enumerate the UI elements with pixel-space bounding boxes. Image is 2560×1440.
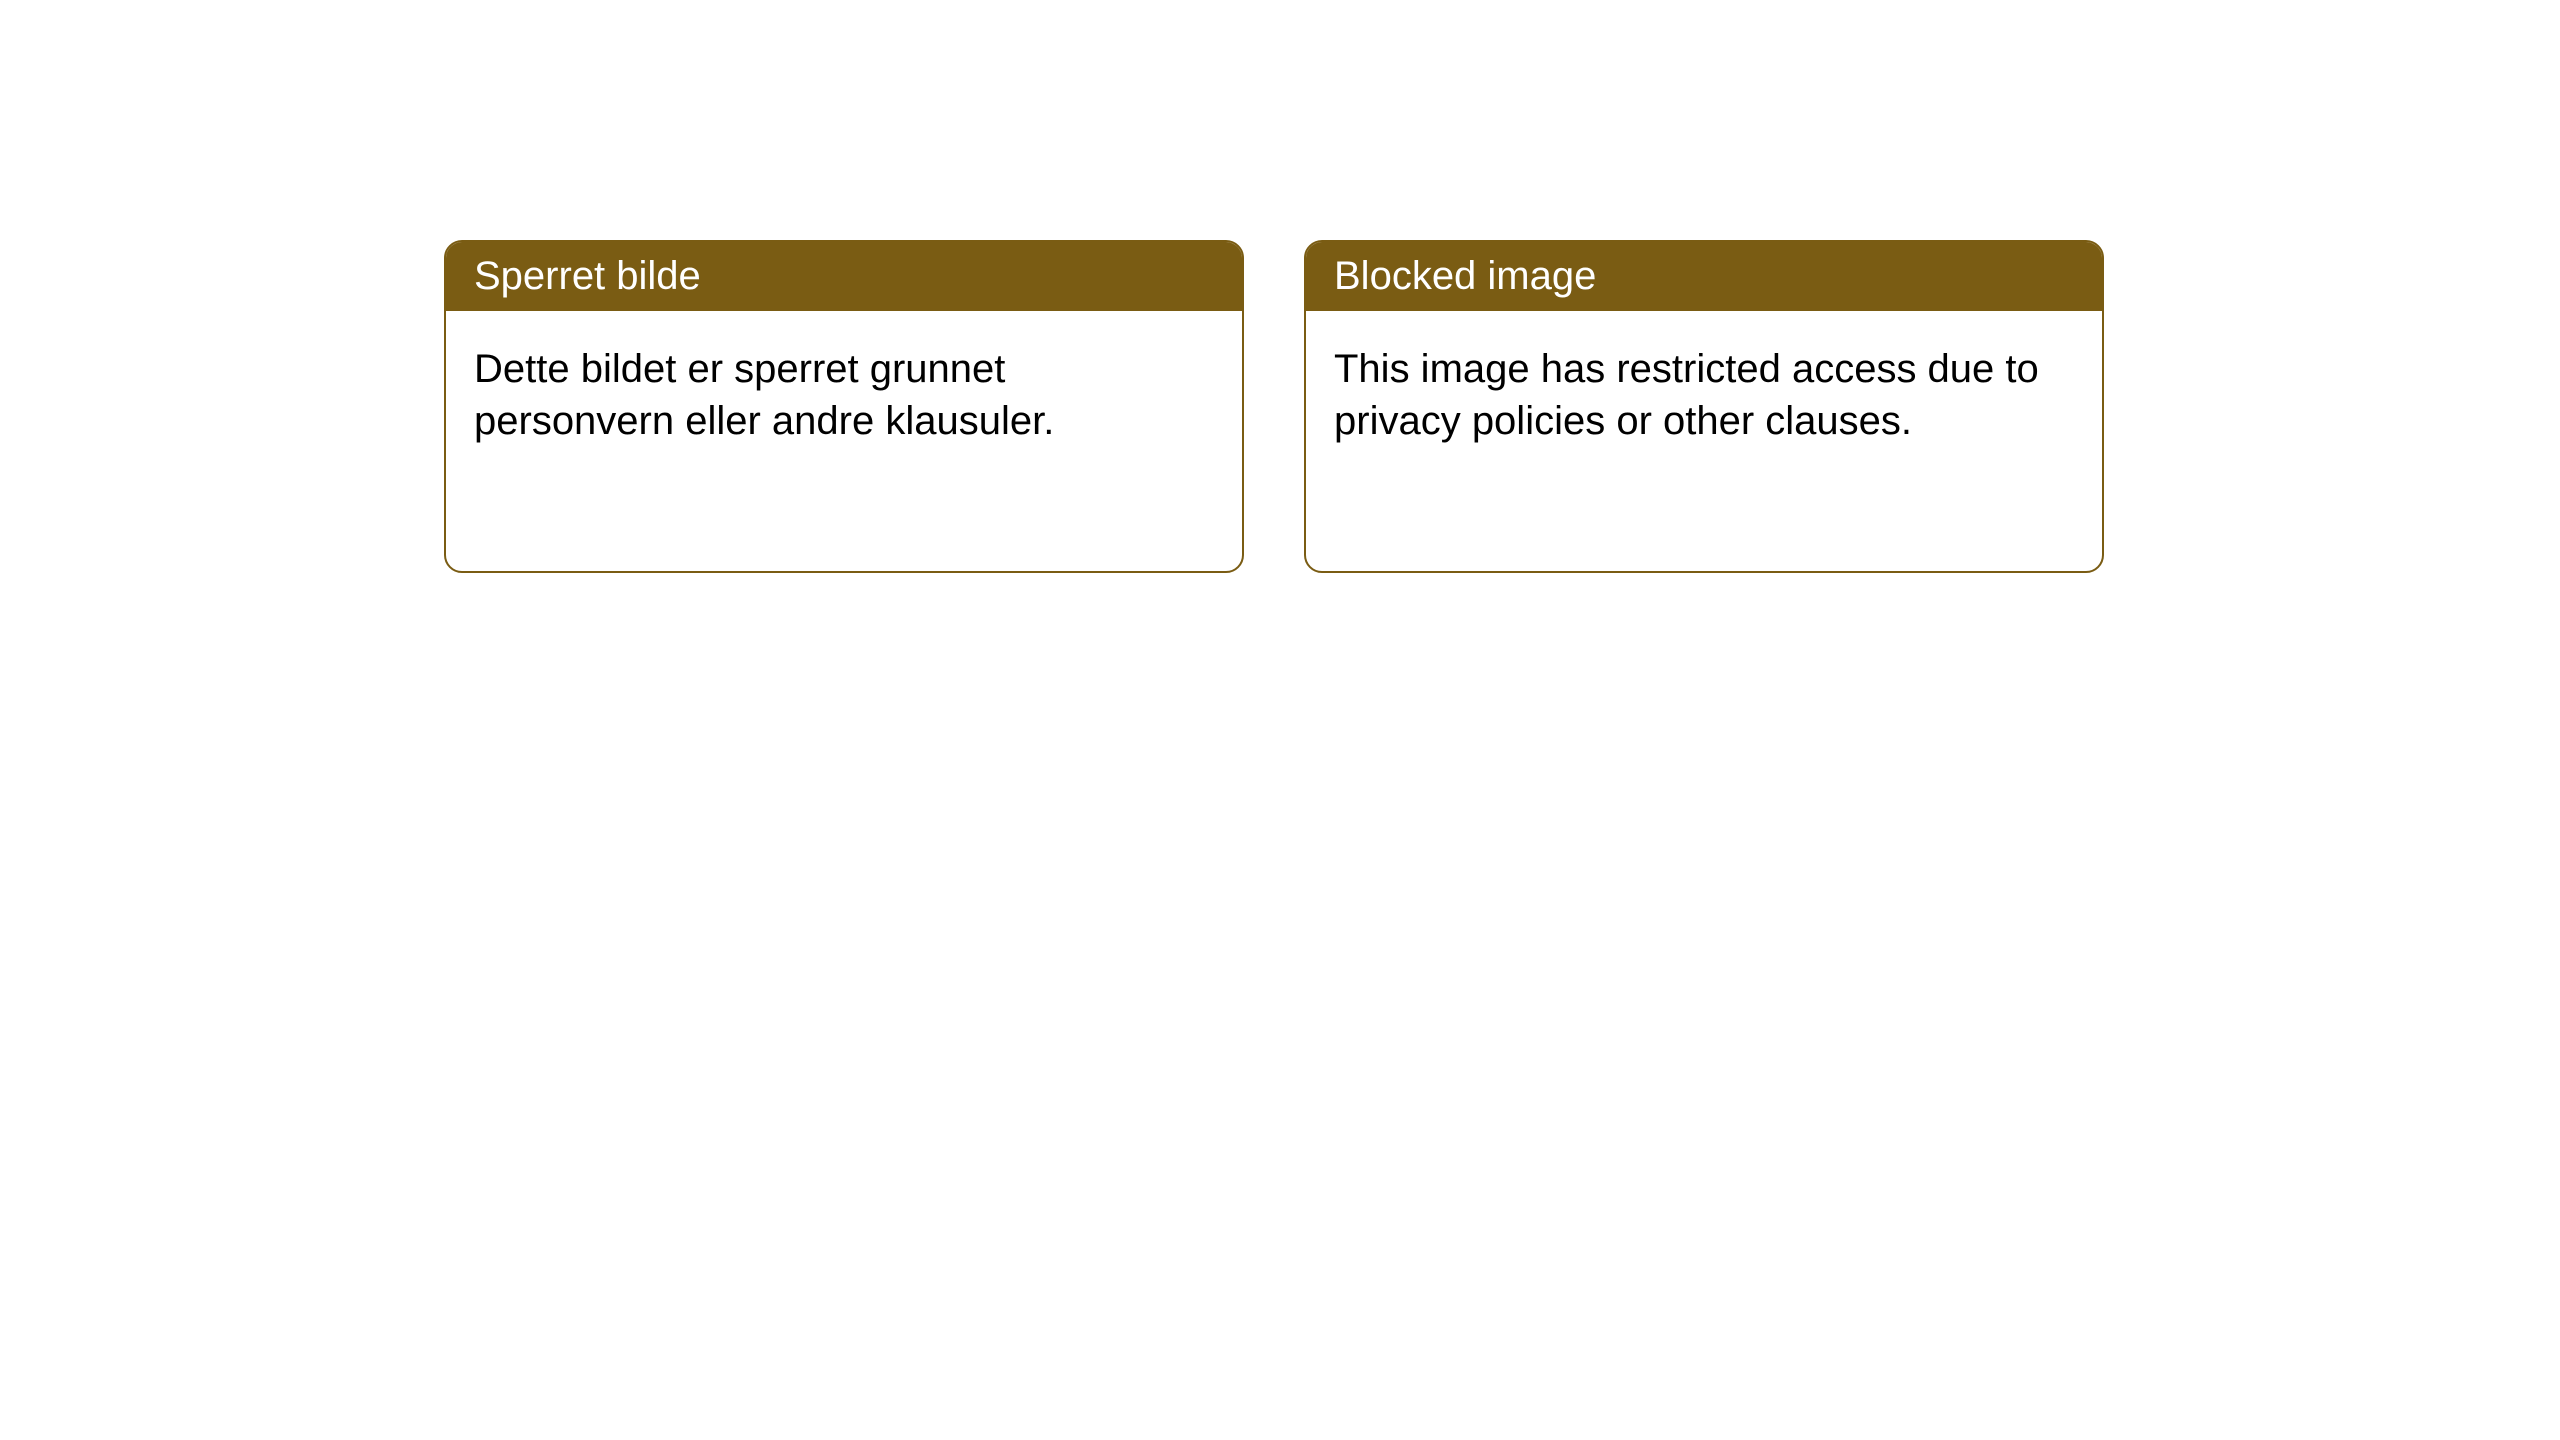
blocked-image-card-norwegian: Sperret bilde Dette bildet er sperret gr… bbox=[444, 240, 1244, 573]
card-header: Sperret bilde bbox=[446, 242, 1242, 311]
card-body: Dette bildet er sperret grunnet personve… bbox=[446, 311, 1242, 571]
card-header: Blocked image bbox=[1306, 242, 2102, 311]
blocked-image-card-english: Blocked image This image has restricted … bbox=[1304, 240, 2104, 573]
card-title: Blocked image bbox=[1334, 254, 1596, 298]
cards-container: Sperret bilde Dette bildet er sperret gr… bbox=[444, 240, 2560, 573]
card-title: Sperret bilde bbox=[474, 254, 701, 298]
card-body-text: Dette bildet er sperret grunnet personve… bbox=[474, 347, 1054, 443]
card-body: This image has restricted access due to … bbox=[1306, 311, 2102, 571]
card-body-text: This image has restricted access due to … bbox=[1334, 347, 2039, 443]
